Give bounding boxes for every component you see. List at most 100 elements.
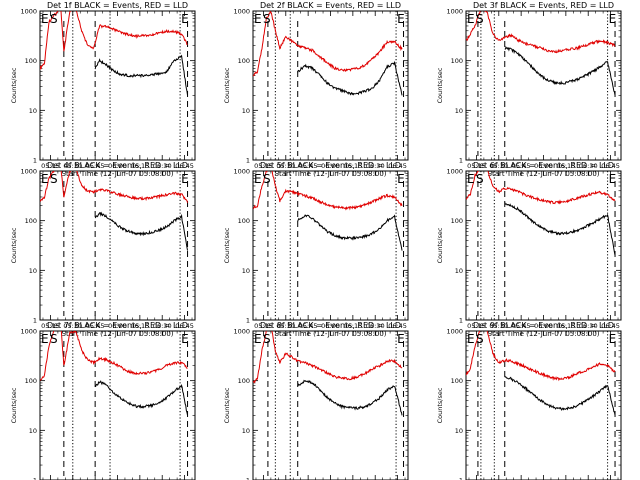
events-series-line	[94, 211, 189, 251]
y-tick-label: 1000	[20, 8, 37, 16]
plot-area	[40, 11, 189, 160]
x-tick-label: 06:00	[534, 322, 553, 330]
panel-5: Det 5f BLACK = Events, RED = LLD 1 10 100 10…	[223, 161, 409, 338]
marker-s: S	[476, 332, 484, 346]
lld-series-line	[253, 171, 403, 211]
y-tick-label: 1	[33, 477, 37, 480]
x-tick-label: 05:45	[299, 162, 318, 170]
panel-title: Det 5f BLACK = Events, RED = LLD	[260, 161, 401, 170]
x-tick-label: 05:30	[63, 162, 82, 170]
marker-e-left: E	[41, 332, 49, 346]
x-tick-label: 06:15	[343, 322, 362, 330]
marker-s: S	[476, 172, 484, 186]
x-tick-label: 05:30	[276, 322, 295, 330]
marker-s: S	[50, 12, 58, 26]
x-tick-label: 06:15	[130, 162, 149, 170]
panel-title: Det 8f BLACK = Events, RED = LLD	[260, 321, 401, 330]
y-tick-label: 100	[25, 377, 37, 385]
x-tick-label: 06:00	[534, 162, 553, 170]
plot-area	[466, 171, 616, 320]
y-tick-label: 10	[242, 267, 250, 275]
marker-e-left: E	[41, 12, 49, 26]
marker-e-right: E	[609, 172, 617, 186]
marker-e-left: E	[254, 12, 262, 26]
y-tick-label: 1000	[446, 8, 463, 16]
panel-8: Det 8f BLACK = Events, RED = LLD 1 10 100 10…	[223, 321, 409, 480]
marker-e-right: E	[609, 12, 617, 26]
y-tick-label: 1000	[233, 328, 250, 336]
x-tick-label: 06:00	[108, 162, 127, 170]
y-tick-label: 1	[246, 157, 250, 165]
x-tick-label: 06:45	[601, 162, 620, 170]
marker-s: S	[263, 332, 271, 346]
marker-e-right: E	[397, 332, 405, 346]
y-axis-label: Counts/sec	[436, 67, 444, 103]
x-tick-label: 06:30	[153, 162, 172, 170]
plot-area	[40, 171, 189, 320]
marker-s: S	[476, 12, 484, 26]
marker-e-left: E	[467, 332, 475, 346]
marker-e-right: E	[181, 332, 189, 346]
x-tick-label: 06:15	[556, 162, 575, 170]
y-tick-label: 10	[242, 427, 250, 435]
x-tick-label: 06:15	[130, 322, 149, 330]
marker-e-right: E	[181, 12, 189, 26]
y-tick-label: 1000	[233, 168, 250, 176]
lld-series-line	[253, 331, 403, 384]
y-axis-label: Counts/sec	[223, 67, 231, 103]
marker-s: S	[50, 172, 58, 186]
panel-title: Det 6f BLACK = Events, RED = LLD	[473, 161, 614, 170]
plot-frame	[39, 10, 196, 161]
panel-3: Det 3f BLACK = Events, RED = LLD 1 10 100 10…	[436, 1, 622, 178]
panel-6: Det 6f BLACK = Events, RED = LLD 1 10 100 10…	[436, 161, 622, 338]
y-tick-label: 1	[33, 317, 37, 325]
panel-1: Det 1f BLACK = Events, RED = LLD 1 10 100 10…	[10, 1, 196, 178]
y-tick-label: 100	[451, 377, 463, 385]
marker-s: S	[263, 12, 271, 26]
x-tick-label: 05:45	[512, 322, 531, 330]
x-tick-label: 06:45	[388, 322, 407, 330]
panel-2: Det 2f BLACK = Events, RED = LLD 1 10 100 10…	[223, 1, 409, 178]
y-axis-label: Counts/sec	[10, 227, 18, 263]
x-tick-label: 05:15	[467, 162, 486, 170]
panel-title: Det 9f BLACK = Events, RED = LLD	[473, 321, 614, 330]
x-tick-label: 05:15	[41, 322, 60, 330]
x-tick-label: 06:15	[343, 162, 362, 170]
lld-series-line	[40, 331, 188, 381]
x-tick-label: 06:30	[579, 162, 598, 170]
events-series-line	[94, 380, 189, 416]
events-series-line	[297, 379, 403, 416]
x-tick-label: 06:00	[321, 162, 340, 170]
y-axis-label: Counts/sec	[223, 227, 231, 263]
x-tick-label: 05:30	[276, 162, 295, 170]
marker-s: S	[263, 172, 271, 186]
lld-series-line	[466, 331, 616, 382]
marker-e-left: E	[467, 12, 475, 26]
x-tick-label: 06:30	[366, 322, 385, 330]
x-tick-label: 06:00	[108, 322, 127, 330]
y-tick-label: 100	[238, 57, 250, 65]
x-tick-label: 06:45	[388, 162, 407, 170]
marker-e-right: E	[397, 12, 405, 26]
y-axis-label: Counts/sec	[10, 387, 18, 423]
y-tick-label: 10	[29, 267, 37, 275]
marker-e-left: E	[254, 172, 262, 186]
plot-area	[40, 331, 189, 480]
marker-e-left: E	[467, 172, 475, 186]
y-tick-label: 1	[246, 317, 250, 325]
y-tick-label: 1000	[446, 328, 463, 336]
x-tick-label: 05:45	[86, 162, 105, 170]
x-tick-label: 05:45	[86, 322, 105, 330]
x-tick-label: 05:45	[299, 322, 318, 330]
lld-series-line	[253, 11, 403, 77]
marker-e-right: E	[181, 172, 189, 186]
y-tick-label: 1000	[20, 168, 37, 176]
plot-area	[253, 171, 405, 320]
y-tick-label: 100	[25, 57, 37, 65]
y-tick-label: 1	[33, 157, 37, 165]
y-tick-label: 10	[455, 427, 463, 435]
x-tick-label: 05:30	[489, 322, 508, 330]
lld-series-line	[466, 171, 616, 205]
plot-area	[253, 11, 405, 160]
